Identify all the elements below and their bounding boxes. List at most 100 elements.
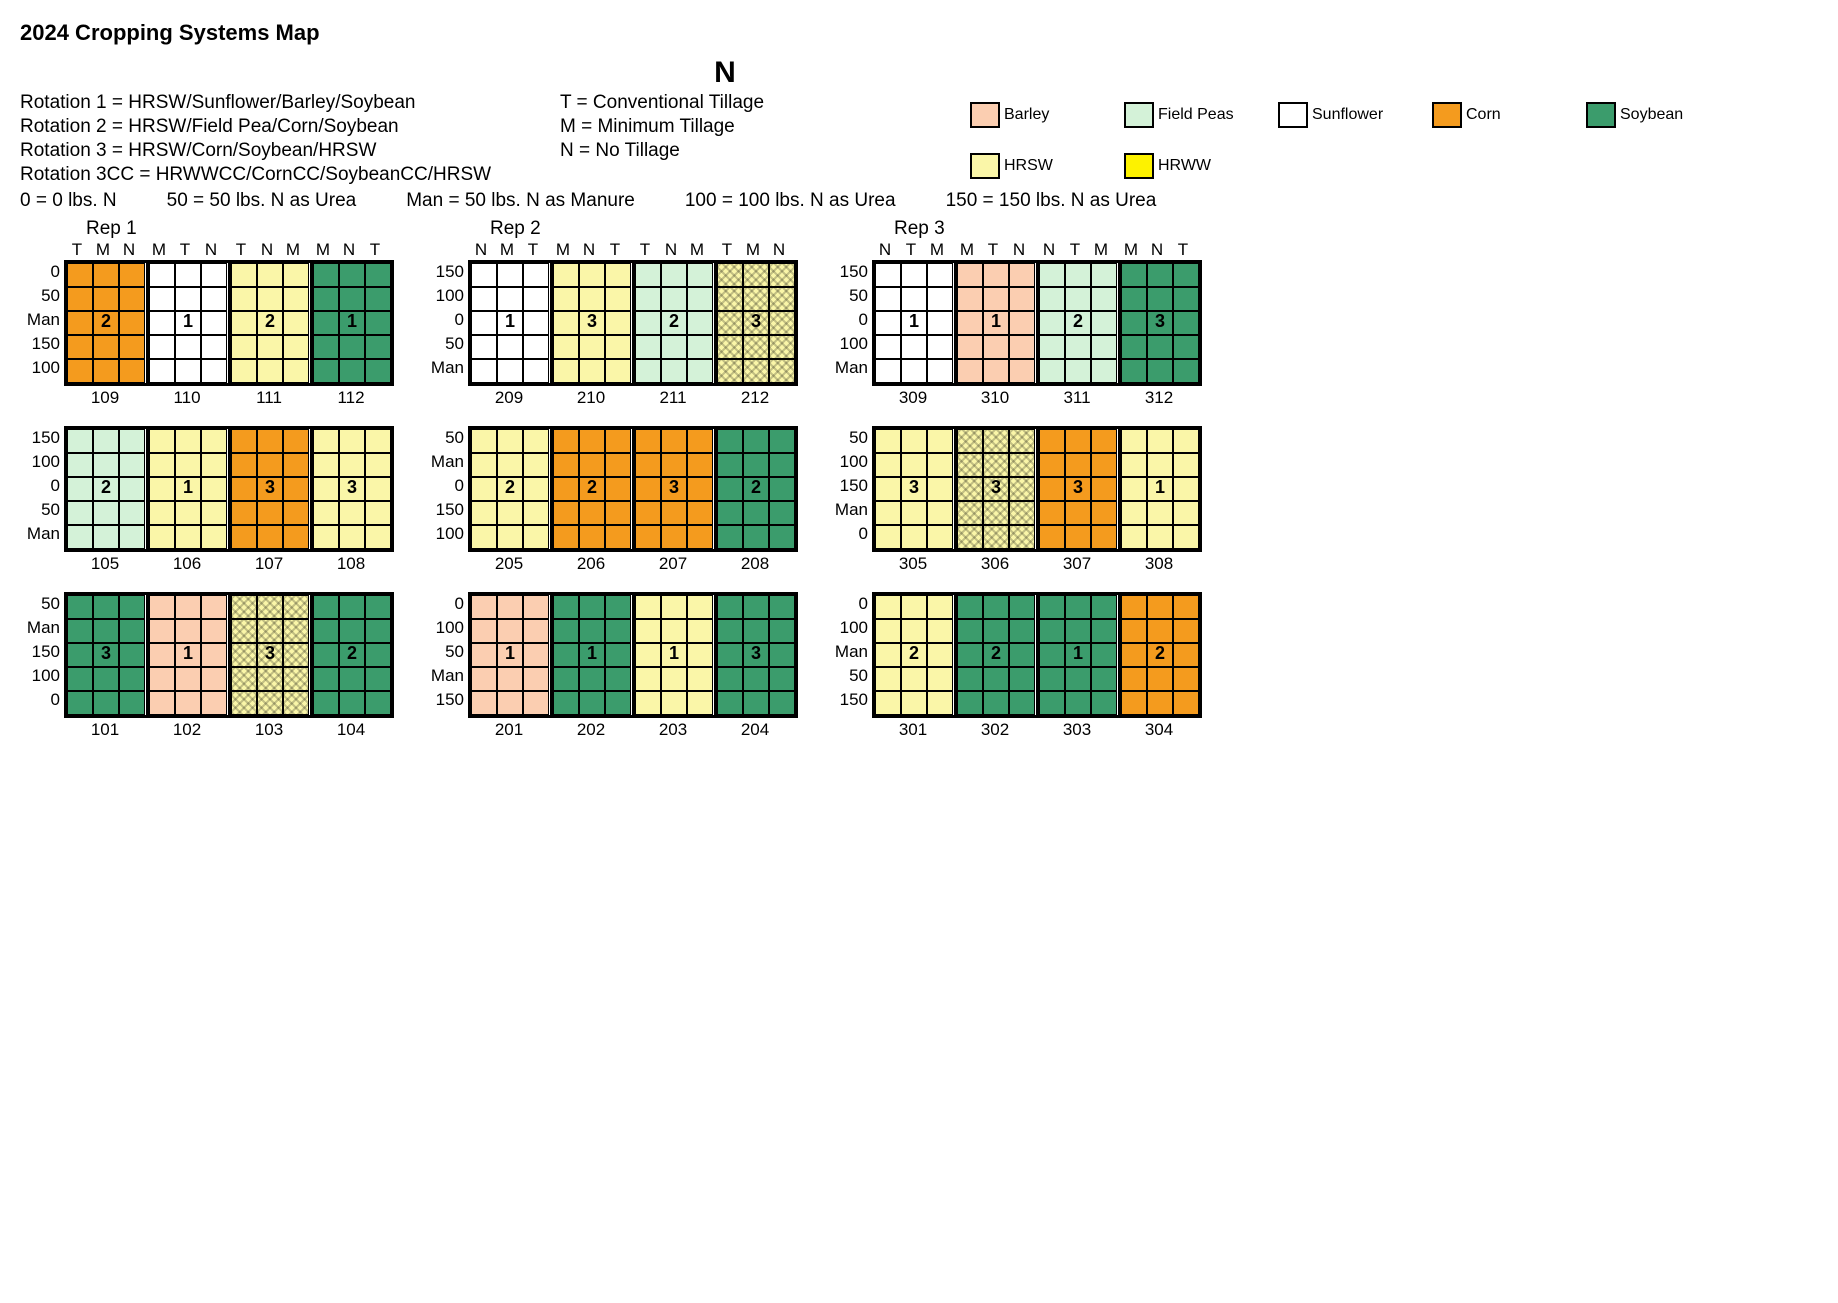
plot-cell xyxy=(175,477,201,501)
block-row: 0100Man501502212 xyxy=(828,592,1202,718)
plot-cell xyxy=(1039,619,1065,643)
plot-cell xyxy=(1065,501,1091,525)
plot-cell xyxy=(927,477,953,501)
plot-cell xyxy=(875,311,901,335)
plot-cell xyxy=(927,287,953,311)
plot-cell xyxy=(1009,453,1035,477)
plot-grid: 1 xyxy=(553,595,631,715)
n-rate-label: 0 xyxy=(20,474,64,498)
n-rate-label: 0 xyxy=(828,522,872,546)
plot-cell xyxy=(1147,429,1173,453)
plot-cell xyxy=(901,691,927,715)
plot-ids: 105106107108 xyxy=(64,554,394,574)
plot-cell xyxy=(523,525,549,549)
legend-label: Corn xyxy=(1466,106,1501,124)
plot-cell xyxy=(523,335,549,359)
n-rate-label: Man xyxy=(20,522,64,546)
plot-id: 112 xyxy=(310,388,392,408)
plot-grid: 2 xyxy=(1039,263,1117,383)
n-rate-label: 0 xyxy=(828,308,872,332)
plot-cell xyxy=(175,429,201,453)
plot-grid: 1 xyxy=(471,595,549,715)
legend-item: Corn xyxy=(1432,92,1572,137)
n-rate-label: 100 xyxy=(828,450,872,474)
legend-item: Field Peas xyxy=(1124,92,1264,137)
plot-cell xyxy=(1091,667,1117,691)
n-rate-label: 150 xyxy=(424,688,468,712)
plot-cell xyxy=(339,311,365,335)
tillage-letter: T xyxy=(602,240,628,260)
plot-cell xyxy=(743,263,769,287)
plot-ids: 209210211212 xyxy=(468,388,798,408)
plot-cell xyxy=(201,595,227,619)
plot-cell xyxy=(1039,691,1065,715)
plot-cell xyxy=(957,287,983,311)
plot-id: 102 xyxy=(146,720,228,740)
plot-cell xyxy=(661,691,687,715)
plot-cell xyxy=(1121,263,1147,287)
n-rate-labels: 50Man1501000 xyxy=(20,592,64,712)
plot-cell xyxy=(149,335,175,359)
block-row: 150100050Man2133 xyxy=(20,426,394,552)
plot-cell xyxy=(523,311,549,335)
plot-cell xyxy=(1009,477,1035,501)
plot-cell xyxy=(717,643,743,667)
plot-cell xyxy=(313,287,339,311)
legend-swatch xyxy=(1278,102,1308,128)
plot-grids: 3132 xyxy=(64,592,394,718)
plot-cell xyxy=(553,429,579,453)
tillage-letter: T xyxy=(714,240,740,260)
plot-cell xyxy=(769,595,795,619)
n-rate-labels: 50Man0150100 xyxy=(424,426,468,546)
plot-cell xyxy=(339,643,365,667)
plot-cell xyxy=(635,501,661,525)
plot-cell xyxy=(1173,691,1199,715)
plot-cell xyxy=(149,619,175,643)
tillage-letter: N xyxy=(872,240,898,260)
plot-cell xyxy=(1065,667,1091,691)
plot-cell xyxy=(553,453,579,477)
plot-cell xyxy=(201,619,227,643)
plot-grid: 3 xyxy=(717,263,795,383)
legend-label: Soybean xyxy=(1620,106,1683,124)
plot-grid: 2 xyxy=(717,429,795,549)
plot-cell xyxy=(553,477,579,501)
plot-cell xyxy=(635,453,661,477)
page-title: 2024 Cropping Systems Map xyxy=(20,20,1818,46)
plot-grid: 3 xyxy=(957,429,1035,549)
plot-cell xyxy=(523,501,549,525)
plot-cell xyxy=(1065,619,1091,643)
plot-cell xyxy=(67,525,93,549)
plot-cell xyxy=(67,667,93,691)
plot-grids: 2212 xyxy=(872,592,1202,718)
plot-cell xyxy=(875,453,901,477)
plot-cell xyxy=(1039,525,1065,549)
n-rate-label: 100 xyxy=(424,284,468,308)
plot-cell xyxy=(175,619,201,643)
plot-cell xyxy=(365,525,391,549)
plot-cell xyxy=(743,311,769,335)
plot-cell xyxy=(175,691,201,715)
north-indicator: N xyxy=(700,56,750,90)
plot-cell xyxy=(579,263,605,287)
plot-grid: 1 xyxy=(313,263,391,383)
plot-cell xyxy=(743,525,769,549)
plot-grid: 3 xyxy=(1039,429,1117,549)
plot-cell xyxy=(471,263,497,287)
plot-cell xyxy=(579,619,605,643)
plot-id: 106 xyxy=(146,554,228,574)
plot-cell xyxy=(875,429,901,453)
plot-cell xyxy=(175,263,201,287)
plot-id: 107 xyxy=(228,554,310,574)
plot-cell xyxy=(901,667,927,691)
plot-cell xyxy=(579,501,605,525)
plot-cell xyxy=(687,453,713,477)
plot-cell xyxy=(1173,619,1199,643)
plot-cell xyxy=(471,525,497,549)
tillage-letter: N xyxy=(468,240,494,260)
plot-cell xyxy=(1173,287,1199,311)
plot-cell xyxy=(687,525,713,549)
plot-cell xyxy=(257,501,283,525)
plot-ids: 305306307308 xyxy=(872,554,1202,574)
plot-cell xyxy=(927,595,953,619)
